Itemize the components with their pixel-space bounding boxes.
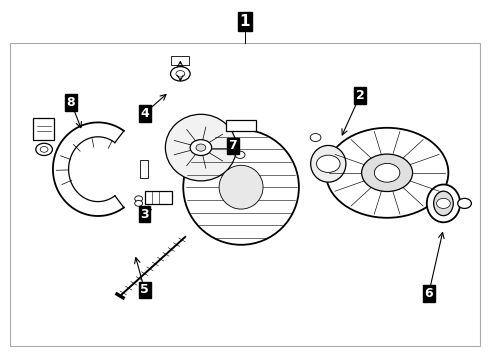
Circle shape bbox=[437, 198, 450, 208]
Bar bbox=[140, 160, 148, 178]
Circle shape bbox=[326, 128, 448, 218]
Bar bbox=[145, 191, 171, 204]
Circle shape bbox=[317, 155, 340, 172]
Circle shape bbox=[135, 196, 143, 202]
Circle shape bbox=[235, 151, 245, 158]
Text: 4: 4 bbox=[140, 107, 149, 120]
Ellipse shape bbox=[165, 114, 236, 181]
Bar bbox=[171, 56, 189, 65]
Ellipse shape bbox=[427, 184, 460, 222]
Bar bbox=[10, 43, 480, 346]
Circle shape bbox=[196, 144, 206, 151]
Circle shape bbox=[36, 143, 52, 156]
Text: 6: 6 bbox=[424, 287, 433, 300]
Circle shape bbox=[171, 67, 190, 81]
Circle shape bbox=[458, 198, 471, 208]
Circle shape bbox=[176, 71, 185, 77]
Circle shape bbox=[362, 154, 413, 192]
Bar bbox=[33, 118, 54, 140]
Text: 7: 7 bbox=[228, 139, 237, 152]
Text: 8: 8 bbox=[67, 96, 75, 109]
Text: 2: 2 bbox=[356, 89, 365, 102]
Circle shape bbox=[40, 147, 48, 152]
Text: 5: 5 bbox=[140, 283, 149, 296]
Bar bbox=[226, 120, 256, 131]
Circle shape bbox=[310, 134, 321, 141]
Circle shape bbox=[135, 201, 143, 206]
Ellipse shape bbox=[183, 130, 299, 245]
Ellipse shape bbox=[311, 145, 346, 182]
Text: 3: 3 bbox=[140, 208, 149, 221]
Circle shape bbox=[190, 140, 212, 156]
Ellipse shape bbox=[219, 165, 263, 209]
Circle shape bbox=[374, 163, 400, 182]
Ellipse shape bbox=[434, 191, 453, 216]
Text: 1: 1 bbox=[240, 14, 250, 29]
